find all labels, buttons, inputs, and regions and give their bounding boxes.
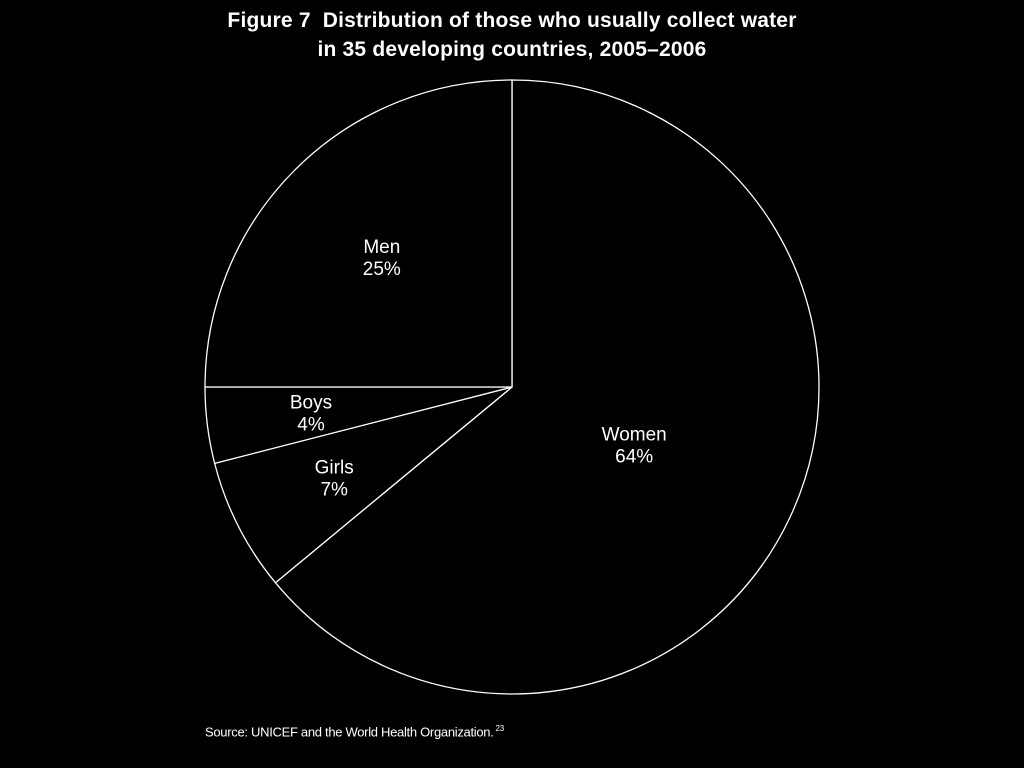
chart-title-line-1: Figure 7 Distribution of those who usual… xyxy=(227,9,797,32)
slice-label-men: Men xyxy=(363,237,400,258)
slice-label-women: Women xyxy=(602,425,667,446)
pie-slice-men xyxy=(204,79,513,388)
source-note: Source: UNICEF and the World Health Orga… xyxy=(205,724,504,739)
slice-label-boys: Boys xyxy=(290,392,332,413)
slice-value-boys: 4% xyxy=(297,414,325,435)
slice-label-girls: Girls xyxy=(315,458,354,479)
source-text: Source: UNICEF and the World Health Orga… xyxy=(205,724,494,740)
slice-value-men: 25% xyxy=(363,259,401,280)
chart-title-line-2: in 35 developing countries, 2005–2006 xyxy=(317,38,707,61)
source-superscript: 23 xyxy=(495,724,505,733)
chart-title: Figure 7 Distribution of those who usual… xyxy=(0,6,1024,64)
slice-value-women: 64% xyxy=(615,447,653,468)
slice-value-girls: 7% xyxy=(320,480,348,501)
pie-slice-girls xyxy=(213,386,513,584)
pie-slice-women xyxy=(274,79,820,695)
